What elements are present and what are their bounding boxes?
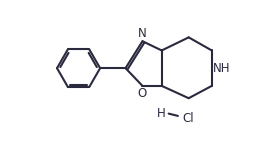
Text: N: N — [138, 27, 147, 40]
Text: O: O — [138, 87, 147, 100]
Text: Cl: Cl — [183, 112, 194, 125]
Text: NH: NH — [213, 62, 231, 75]
Text: H: H — [157, 107, 166, 120]
